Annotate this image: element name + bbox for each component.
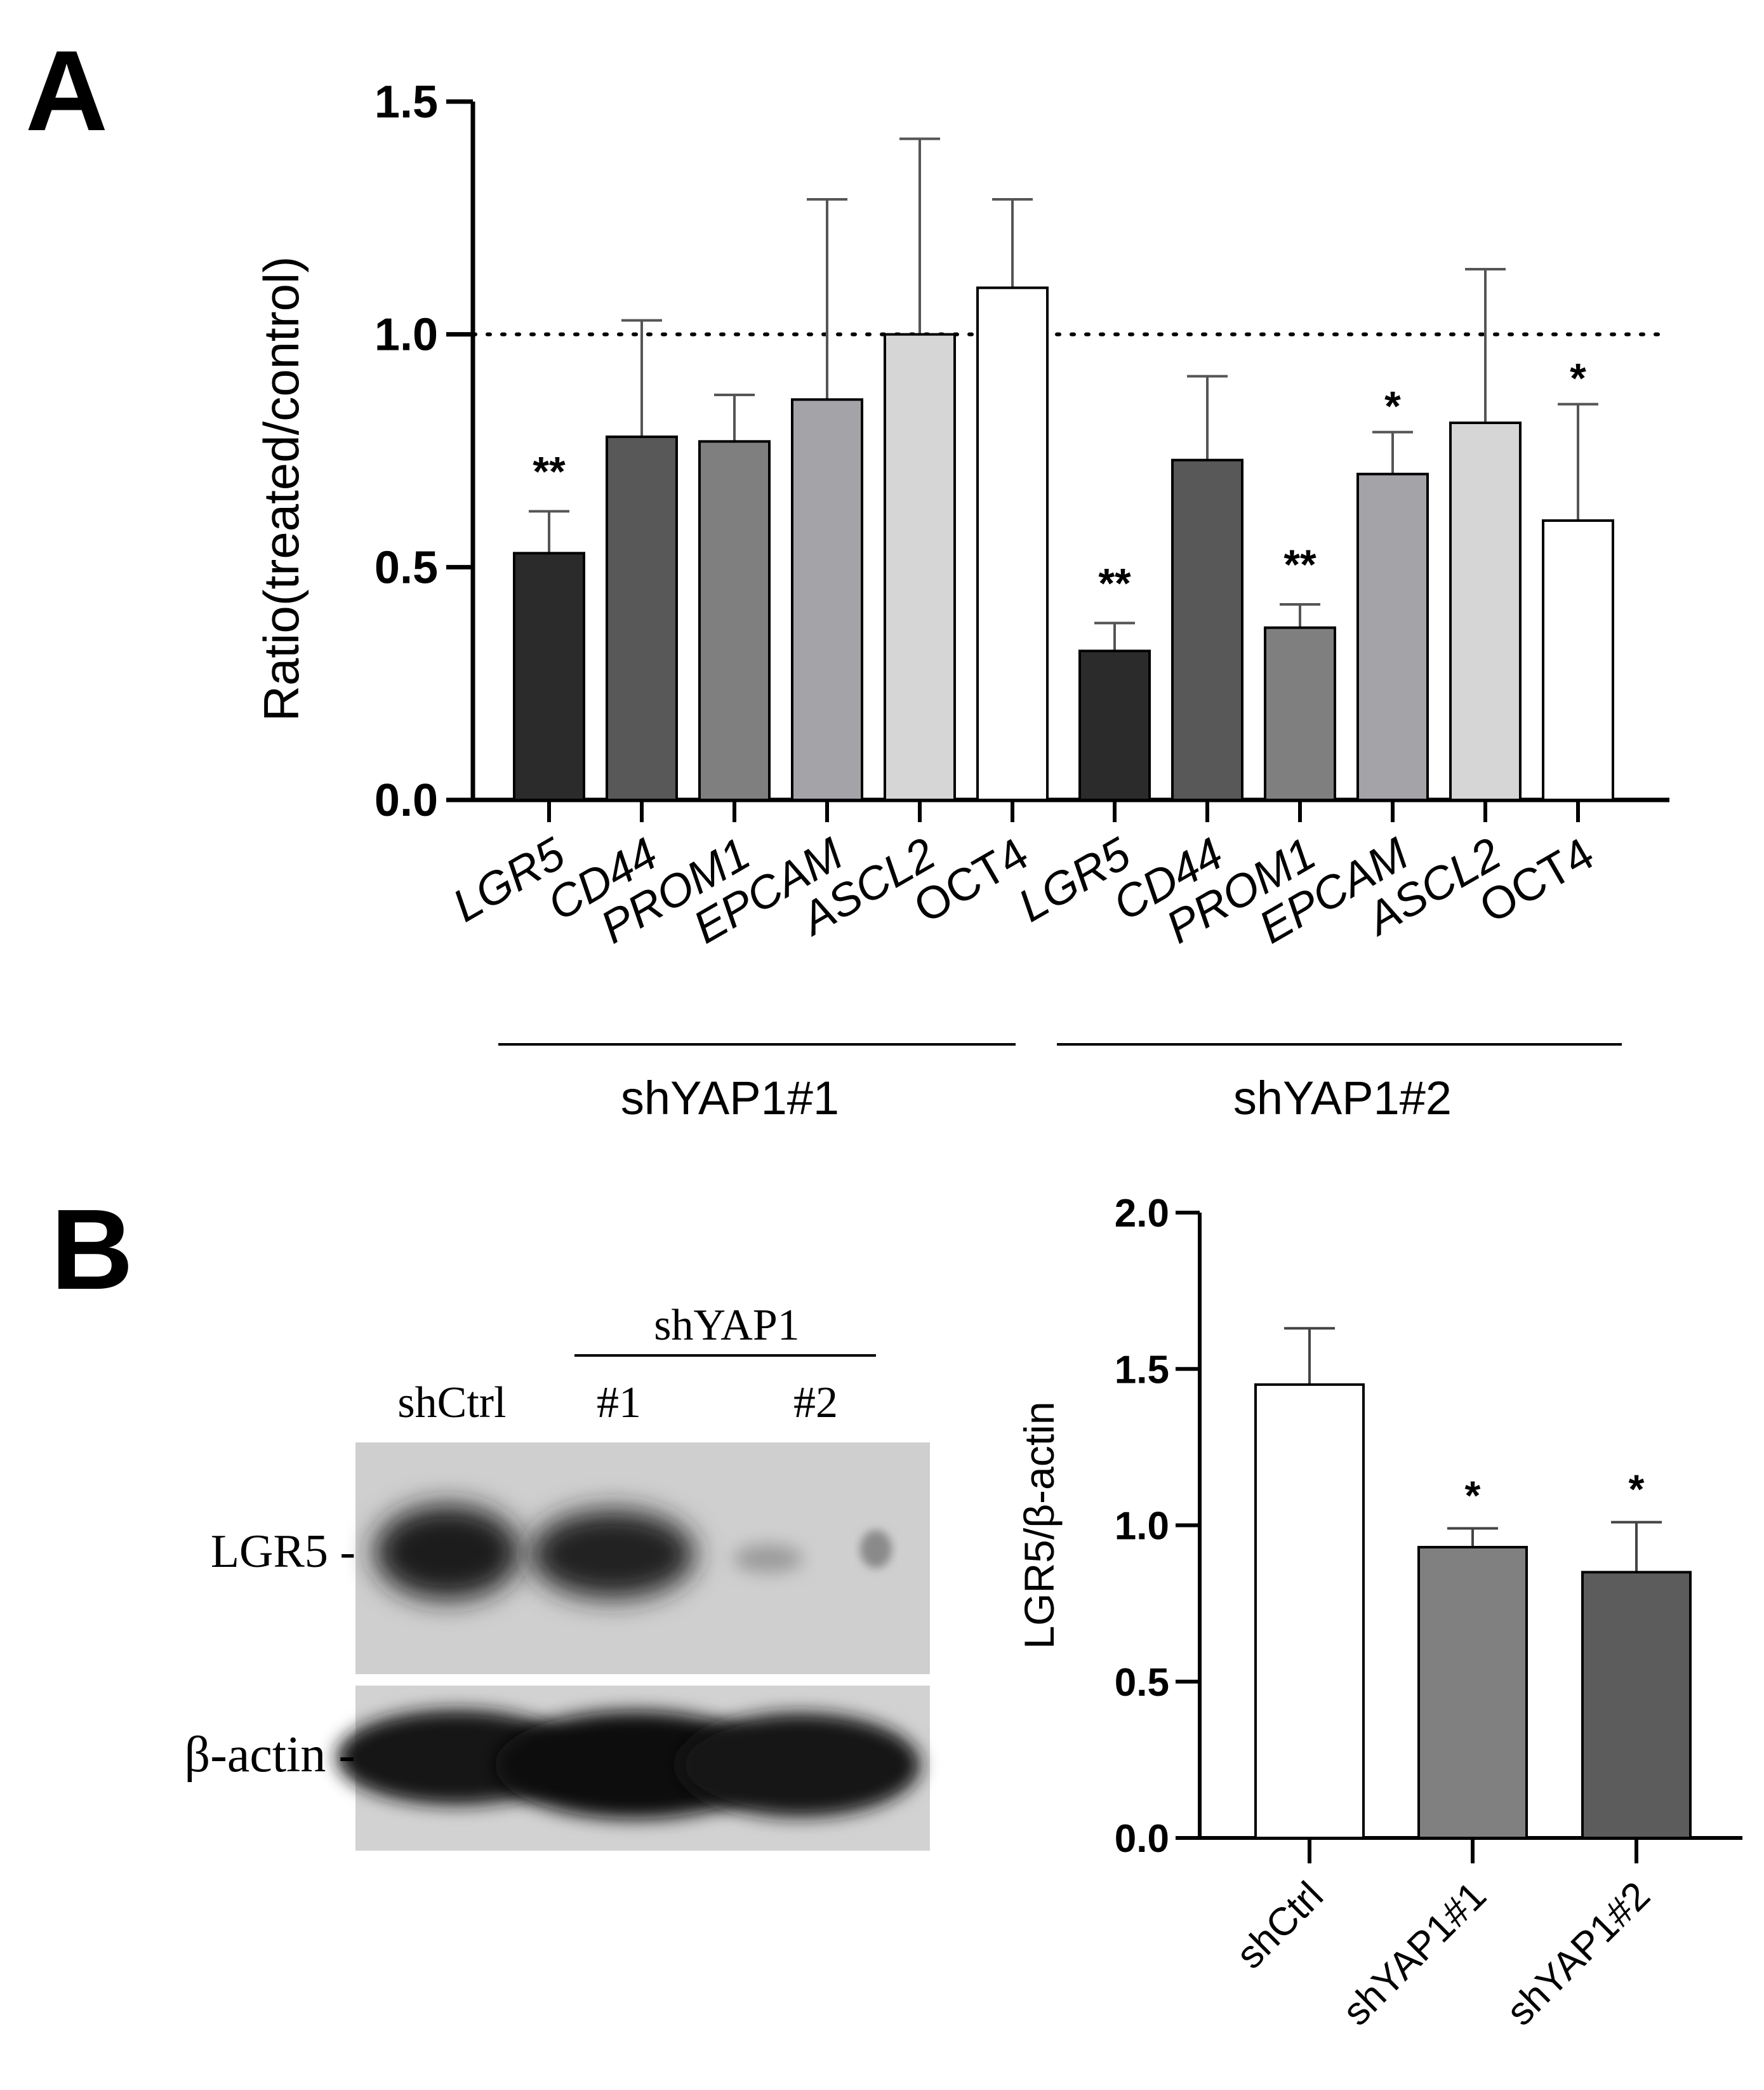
y-tick-label: 2.0 [1115,1192,1169,1235]
group-label: shYAP1#2 [1233,1072,1452,1124]
bar [1581,1571,1692,1839]
blot-actin-bands [336,1710,920,1819]
bar [698,440,771,801]
y-axis-label: LGR5/β-actin [1016,1401,1063,1649]
bar [513,552,585,801]
bar [1356,472,1429,801]
blot-group-label: shYAP1 [654,1301,800,1350]
bar [884,333,956,801]
bar [1264,626,1336,802]
y-tick-label: 0.5 [375,542,438,593]
significance-marker: * [1384,383,1401,430]
bar [976,286,1049,802]
bar [1254,1383,1365,1839]
blot-lane-label: shCtrl [397,1378,506,1427]
x-tick-label: shYAP1#1 [1334,1874,1495,2034]
blot-lgr5-bands [375,1505,892,1600]
significance-marker: ** [1098,559,1131,606]
western-blot: shYAP1 shCtrl #1 #2 LGR5 - β-actin - [185,1301,930,1851]
blot-lane-label: #1 [597,1378,641,1427]
blot-lane-label: #2 [793,1378,838,1427]
x-tick-label: shCtrl [1228,1874,1332,1977]
chart-b: 0.0 0.5 1.0 1.5 2.0 LGR5/β-actin shCtrl * shYAP1… [1016,1192,1742,2034]
panel-a-letter: A [25,27,108,155]
panel-b-letter: B [51,1186,133,1314]
bar [1171,458,1243,801]
y-tick-label: 1.5 [375,77,438,128]
bar [1542,519,1614,801]
significance-marker: ** [1283,541,1316,588]
bar [791,398,863,801]
group-label: shYAP1#1 [621,1072,839,1124]
y-tick-label: 1.5 [1115,1348,1169,1392]
y-tick-label: 0.0 [375,775,438,826]
bar [1449,422,1522,801]
blot-row-label-lgr5: LGR5 - [211,1526,355,1578]
x-tick-label: shYAP1#2 [1498,1874,1659,2034]
blot-row-label-actin: β-actin - [185,1727,355,1783]
significance-marker: ** [533,448,566,495]
y-axis-label: Ratio(treated/control) [253,256,309,722]
significance-marker: * [1629,1467,1645,1512]
y-tick-label: 0.5 [1115,1661,1169,1705]
bar [1078,649,1151,802]
y-tick-label: 1.0 [375,310,438,361]
significance-marker: * [1570,355,1586,402]
bar [606,436,678,801]
significance-marker: * [1465,1472,1481,1518]
y-tick-label: 0.0 [1115,1817,1169,1861]
bar [1417,1545,1528,1840]
y-tick-label: 1.0 [1115,1505,1169,1548]
